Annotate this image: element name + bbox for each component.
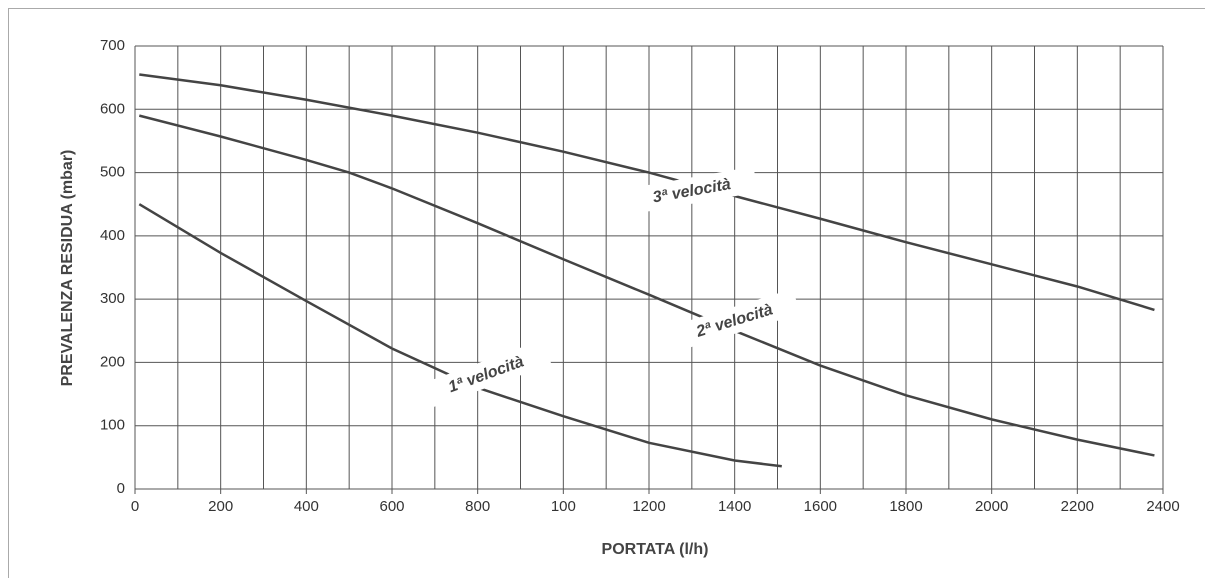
x-tick-label: 1600 bbox=[804, 498, 837, 515]
y-tick-label: 300 bbox=[100, 290, 125, 307]
x-tick-label: 1400 bbox=[718, 498, 751, 515]
x-tick-label: 400 bbox=[294, 498, 319, 515]
y-tick-label: 400 bbox=[100, 227, 125, 244]
x-tick-label: 2000 bbox=[975, 498, 1008, 515]
x-axis-title: PORTATA (l/h) bbox=[602, 541, 709, 558]
y-tick-label: 600 bbox=[100, 100, 125, 117]
label-background bbox=[625, 166, 758, 215]
x-tick-label: 2200 bbox=[1061, 498, 1094, 515]
x-tick-label: 1800 bbox=[889, 498, 922, 515]
label-background bbox=[420, 339, 552, 409]
x-tick-label: 2400 bbox=[1146, 498, 1179, 515]
label-background bbox=[668, 288, 801, 352]
x-tick-label: 600 bbox=[379, 498, 404, 515]
y-tick-label: 200 bbox=[100, 353, 125, 370]
frame bbox=[8, 8, 1205, 578]
x-tick-label: 1200 bbox=[632, 498, 665, 515]
x-tick-label: 200 bbox=[208, 498, 233, 515]
y-tick-label: 700 bbox=[100, 37, 125, 54]
curve bbox=[139, 73, 1155, 312]
y-tick-label: 100 bbox=[100, 417, 125, 434]
x-tick-label: 800 bbox=[465, 498, 490, 515]
y-tick-label: 0 bbox=[117, 480, 125, 497]
curve bbox=[138, 114, 1155, 457]
x-tick-label: 0 bbox=[131, 498, 139, 515]
y-tick-label: 500 bbox=[100, 164, 125, 181]
x-tick-label: 100 bbox=[551, 498, 576, 515]
y-axis-title: PREVALENZA RESIDUA (mbar) bbox=[59, 150, 76, 387]
curve-label-group: 1ª velocità bbox=[420, 339, 552, 409]
